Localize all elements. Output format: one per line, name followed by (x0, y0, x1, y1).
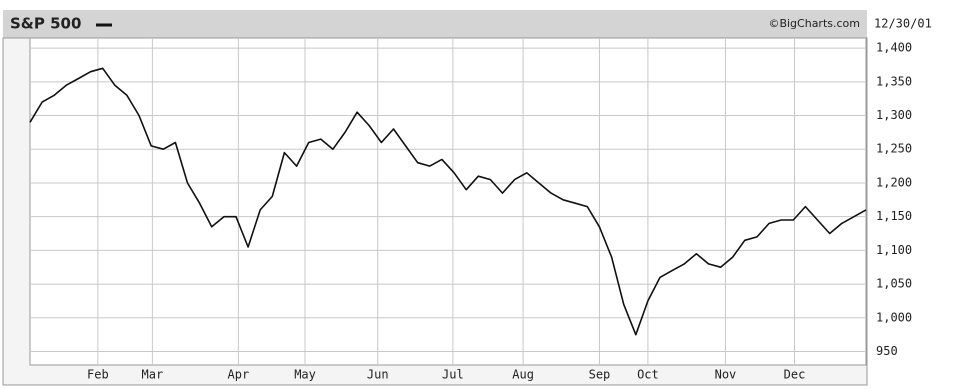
plot-area (29, 37, 867, 366)
header-bar (3, 10, 867, 38)
y-tick-label: 1,150 (876, 209, 912, 223)
x-tick-label: Nov (715, 368, 737, 382)
x-tick-label: Oct (637, 368, 659, 382)
x-tick-label: Jun (367, 368, 389, 382)
x-tick-label: Feb (87, 368, 109, 382)
x-tick-label: Dec (784, 368, 806, 382)
x-tick-label: Sep (589, 368, 611, 382)
x-tick-label: Mar (142, 368, 164, 382)
y-tick-label: 1,400 (876, 41, 912, 55)
x-tick-label: May (294, 368, 316, 382)
x-tick-label: Jul (442, 368, 464, 382)
date: 12/30/01 (874, 17, 932, 31)
x-tick-label: Aug (512, 368, 534, 382)
y-tick-label: 1,000 (876, 310, 912, 324)
y-tick-label: 1,100 (876, 243, 912, 257)
legend-label: S&P 500 (10, 15, 81, 33)
y-tick-label: 950 (876, 344, 898, 358)
source: ©BigCharts.com (768, 17, 860, 30)
y-tick-label: 1,050 (876, 277, 912, 291)
y-tick-label: 1,200 (876, 175, 912, 189)
y-tick-label: 1,350 (876, 74, 912, 88)
y-tick-label: 1,300 (876, 108, 912, 122)
x-tick-label: Apr (228, 368, 250, 382)
price-line (29, 67, 867, 336)
y-tick-label: 1,250 (876, 142, 912, 156)
